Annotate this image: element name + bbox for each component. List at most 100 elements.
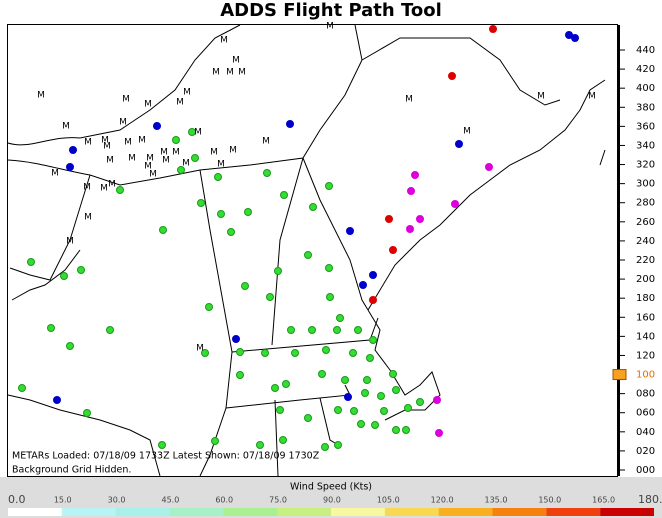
station xyxy=(217,210,225,218)
station xyxy=(389,370,397,378)
station xyxy=(357,420,365,428)
altitude-label: 420 xyxy=(636,64,655,75)
station-missing: M xyxy=(212,68,220,78)
station-missing: M xyxy=(62,122,70,132)
station-missing: M xyxy=(238,68,246,78)
station xyxy=(361,389,369,397)
altitude-label: 360 xyxy=(636,121,655,132)
station xyxy=(279,436,287,444)
altitude-label: 340 xyxy=(636,140,655,151)
station xyxy=(205,303,213,311)
station-missing: M xyxy=(146,154,154,164)
station xyxy=(369,336,377,344)
altitude-label: 440 xyxy=(636,45,655,56)
title: ADDS Flight Path Tool xyxy=(220,0,442,21)
station xyxy=(69,146,77,154)
station xyxy=(325,264,333,272)
station-missing: M xyxy=(144,100,152,110)
station xyxy=(341,376,349,384)
station xyxy=(153,122,161,130)
station xyxy=(116,186,124,194)
station xyxy=(346,227,354,235)
station xyxy=(83,409,91,417)
station xyxy=(172,136,180,144)
wind-label: 135.0 xyxy=(485,496,508,505)
station xyxy=(60,272,68,280)
station xyxy=(236,348,244,356)
altitude-label: 040 xyxy=(636,427,655,438)
station xyxy=(404,404,412,412)
wind-label: 75.0 xyxy=(269,496,287,505)
station xyxy=(322,346,330,354)
station xyxy=(350,407,358,415)
wind-label: 90.0 xyxy=(323,496,341,505)
altitude-label: 000 xyxy=(636,465,655,476)
station-missing: M xyxy=(217,160,225,170)
station-missing: M xyxy=(226,68,234,78)
altitude-label: 060 xyxy=(636,408,655,419)
station xyxy=(236,371,244,379)
station xyxy=(321,443,329,451)
station xyxy=(402,426,410,434)
station xyxy=(286,120,294,128)
station-missing: M xyxy=(232,56,240,66)
station xyxy=(336,314,344,322)
station xyxy=(256,441,264,449)
station xyxy=(344,393,352,401)
station xyxy=(274,267,282,275)
station-missing: M xyxy=(588,92,596,102)
station xyxy=(377,392,385,400)
station xyxy=(47,324,55,332)
station xyxy=(197,199,205,207)
altitude-label: 140 xyxy=(636,331,655,342)
station xyxy=(333,326,341,334)
station xyxy=(325,182,333,190)
station-missing: M xyxy=(210,148,218,158)
wind-label: 15.0 xyxy=(54,496,72,505)
station xyxy=(366,354,374,362)
station-missing: M xyxy=(83,183,91,193)
station xyxy=(263,169,271,177)
wind-label: 150.0 xyxy=(538,496,561,505)
map-frame xyxy=(7,24,618,477)
station-missing: M xyxy=(119,118,127,128)
altitude-label: 280 xyxy=(636,198,655,209)
station-missing: M xyxy=(229,146,237,156)
station xyxy=(416,398,424,406)
station xyxy=(191,154,199,162)
station-missing: M xyxy=(405,95,413,105)
station-missing: M xyxy=(220,36,228,46)
station xyxy=(392,386,400,394)
wind-color xyxy=(600,508,654,516)
station xyxy=(280,191,288,199)
station xyxy=(158,441,166,449)
wind-color xyxy=(223,508,278,516)
station xyxy=(27,258,35,266)
station xyxy=(159,226,167,234)
station xyxy=(363,376,371,384)
wind-color xyxy=(492,508,547,516)
altitude-label: 380 xyxy=(636,102,655,113)
altitude-label: 320 xyxy=(636,160,655,171)
station xyxy=(406,225,414,233)
station xyxy=(334,441,342,449)
station-missing: M xyxy=(172,148,180,158)
station xyxy=(451,200,459,208)
wind-label: 120.0 xyxy=(431,496,454,505)
wind-color xyxy=(169,508,224,516)
wind-label: 30.0 xyxy=(108,496,126,505)
station-missing: M xyxy=(262,137,270,147)
station xyxy=(227,228,235,236)
station-missing: M xyxy=(194,128,202,138)
station xyxy=(261,349,269,357)
status-grid: Background Grid Hidden. xyxy=(12,465,131,476)
station-missing: M xyxy=(176,98,184,108)
station xyxy=(318,370,326,378)
wind-color xyxy=(438,508,493,516)
altitude-label: 180 xyxy=(636,293,655,304)
wind-label: 180.0 xyxy=(638,493,662,506)
station xyxy=(349,349,357,357)
station-missing: M xyxy=(183,88,191,98)
station-missing: M xyxy=(106,156,114,166)
station xyxy=(334,406,342,414)
